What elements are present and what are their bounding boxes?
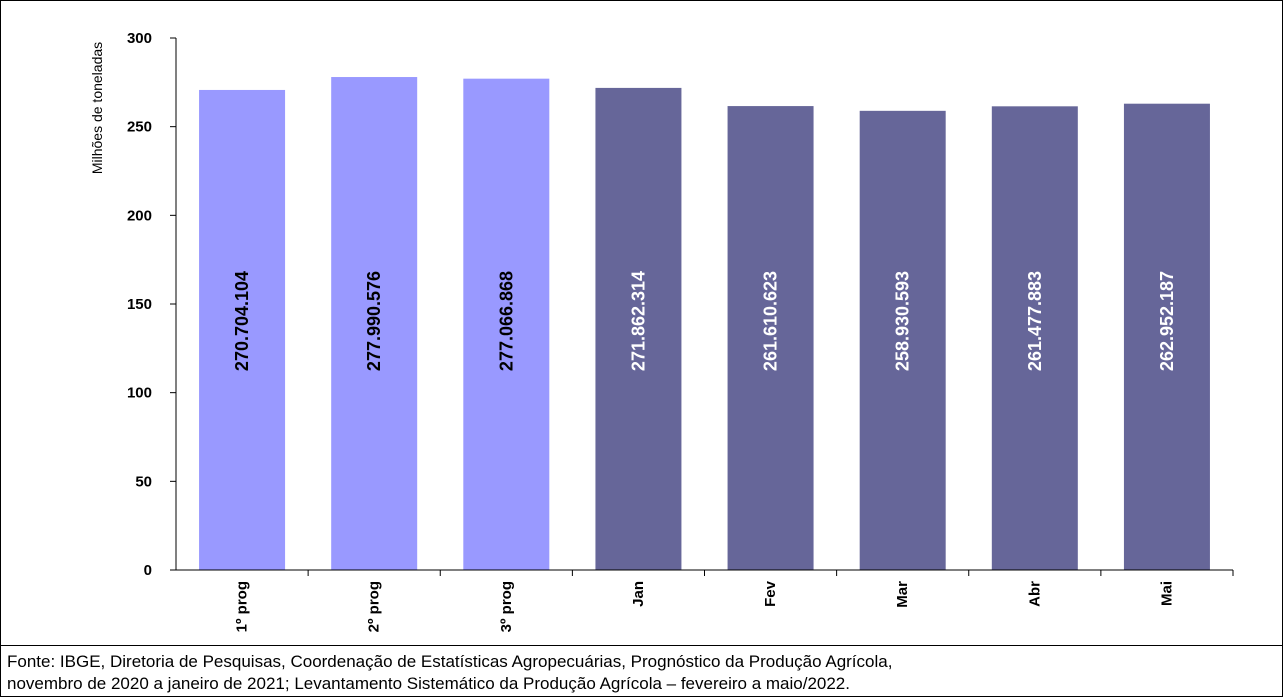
bar xyxy=(727,106,814,571)
bar xyxy=(859,110,946,571)
bar xyxy=(595,87,682,571)
x-tick-label: Fev xyxy=(762,580,779,607)
bar-data-label: 270.704.104 xyxy=(232,271,252,371)
source-line-1: Fonte: IBGE, Diretoria de Pesquisas, Coo… xyxy=(7,652,893,671)
bar-data-label: 261.477.883 xyxy=(1025,271,1045,371)
bar xyxy=(991,106,1078,570)
bar xyxy=(331,77,418,571)
y-tick-label: 300 xyxy=(127,30,152,47)
y-tick-label: 150 xyxy=(127,296,152,313)
x-tick-label: Mar xyxy=(894,581,911,608)
bar-data-label: 258.930.593 xyxy=(893,271,913,371)
x-tick-label: Abr xyxy=(1026,581,1043,607)
bar xyxy=(1123,103,1210,570)
bar-chart: Milhões de toneladas 050100150200250300 … xyxy=(89,30,1234,632)
x-axis-labels: 1º prog 2º prog 3º prog Jan Fev Mar Abr Mai xyxy=(234,570,1234,632)
source-note: Fonte: IBGE, Diretoria de Pesquisas, Coo… xyxy=(7,651,1275,696)
y-tick-label: 100 xyxy=(127,385,152,402)
bar-data-label: 261.610.623 xyxy=(761,271,781,371)
x-tick-label: Mai xyxy=(1158,581,1175,606)
y-tick-label: 200 xyxy=(127,207,152,224)
bar-data-label: 271.862.314 xyxy=(628,271,648,371)
x-tick-label: 1º prog xyxy=(234,581,251,632)
y-tick-label: 50 xyxy=(135,473,152,490)
bar xyxy=(463,78,550,570)
x-tick-label: 3º prog xyxy=(498,581,515,632)
bar-data-label: 262.952.187 xyxy=(1157,271,1177,371)
x-tick-label: 2º prog xyxy=(366,581,383,632)
bar-data-label: 277.066.868 xyxy=(496,271,516,371)
bar xyxy=(199,89,286,570)
y-axis-ticks: 0 50 100 150 200 250 300 xyxy=(127,30,176,579)
bars xyxy=(199,77,1210,571)
y-axis-label: Milhões de toneladas xyxy=(89,42,105,174)
source-line-2: novembro de 2020 a janeiro de 2021; Leva… xyxy=(7,674,850,693)
chart-area: Milhões de toneladas 0 50 100 150 200 250 300 … xyxy=(1,1,1282,646)
y-tick-label: 250 xyxy=(127,119,152,136)
bar-data-label: 277.990.576 xyxy=(364,271,384,371)
y-tick-label: 0 xyxy=(144,562,152,579)
data-labels: 270.704.104 277.990.576 277.066.868 271.862… xyxy=(232,271,1177,371)
x-tick-label: Jan xyxy=(630,581,647,607)
